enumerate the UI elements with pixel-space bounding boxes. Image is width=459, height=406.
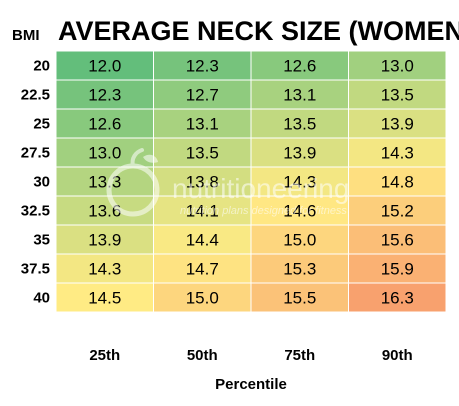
cell-value-label: 14.3 xyxy=(88,260,121,279)
heatmap-cell xyxy=(250,224,349,255)
cell-value-label: 12.7 xyxy=(186,86,219,105)
heatmap-cell xyxy=(55,166,154,197)
row-label: 20 xyxy=(33,58,50,75)
heatmap-cell xyxy=(153,195,252,226)
heatmap-cell xyxy=(348,166,447,197)
row-label: 27.5 xyxy=(21,145,50,162)
row-header: BMI xyxy=(12,27,40,44)
cell-value-label: 14.7 xyxy=(186,260,219,279)
cell-value-label: 12.3 xyxy=(186,57,219,76)
cell-value-label: 13.0 xyxy=(88,144,121,163)
row-label: 40 xyxy=(33,290,50,307)
cell-value-label: 14.3 xyxy=(283,173,316,192)
cell-value-label: 13.1 xyxy=(186,115,219,134)
row-label: 22.5 xyxy=(21,87,50,104)
heatmap-cell xyxy=(250,282,349,313)
cell-value-label: 14.8 xyxy=(381,173,414,192)
column-label: 50th xyxy=(187,347,218,364)
cell-value-label: 15.9 xyxy=(381,260,414,279)
cell-value-label: 13.1 xyxy=(283,86,316,105)
heatmap-cell xyxy=(55,224,154,255)
heatmap-cell xyxy=(55,253,154,284)
row-label: 30 xyxy=(33,174,50,191)
cell-value-label: 16.3 xyxy=(381,289,414,308)
heatmap-cell xyxy=(153,166,252,197)
cell-value-label: 12.3 xyxy=(88,86,121,105)
cell-value-label: 13.8 xyxy=(186,173,219,192)
watermark: nutritioneering nutrition plans designed… xyxy=(106,148,349,217)
cell-value-label: 14.6 xyxy=(283,202,316,221)
heatmap-cell xyxy=(250,195,349,226)
cell-value-label: 13.9 xyxy=(283,144,316,163)
heatmap-cell xyxy=(250,79,349,110)
heatmap-cell xyxy=(55,79,154,110)
row-label: 32.5 xyxy=(21,203,50,220)
cell-value-label: 15.3 xyxy=(283,260,316,279)
x-axis-label: Percentile xyxy=(215,376,287,393)
cell-value-label: 15.0 xyxy=(283,231,316,250)
heatmap-cell xyxy=(250,166,349,197)
heatmap-cell xyxy=(55,50,154,81)
column-label: 25th xyxy=(89,347,120,364)
chart-title: AVERAGE NECK SIZE (WOMEN) xyxy=(58,16,459,46)
column-labels: 25th 50th 75th 90th xyxy=(89,347,412,364)
cell-value-label: 13.5 xyxy=(283,115,316,134)
cell-value-label: 13.9 xyxy=(88,231,121,250)
watermark-name: nutritioneering xyxy=(172,173,349,204)
apple-logo-icon xyxy=(106,148,160,217)
cell-value-label: 14.1 xyxy=(186,202,219,221)
row-label: 25 xyxy=(33,116,50,133)
cell-value-label: 15.5 xyxy=(283,289,316,308)
cell-value-label: 13.5 xyxy=(186,144,219,163)
cell-value-label: 12.0 xyxy=(88,57,121,76)
cell-value-label: 13.5 xyxy=(381,86,414,105)
heatmap-cell xyxy=(348,50,447,81)
heatmap-cell xyxy=(250,50,349,81)
heatmap-cell xyxy=(348,79,447,110)
cell-value-label: 15.2 xyxy=(381,202,414,221)
row-label: 37.5 xyxy=(21,261,50,278)
cell-value-label: 15.6 xyxy=(381,231,414,250)
heatmap-cell xyxy=(348,137,447,168)
cell-value-label: 13.9 xyxy=(381,115,414,134)
column-label: 90th xyxy=(382,347,413,364)
watermark-tagline: nutrition plans designed for fitness xyxy=(180,205,347,217)
heatmap-cell xyxy=(153,224,252,255)
column-label: 75th xyxy=(284,347,315,364)
heatmap-cell xyxy=(153,282,252,313)
cell-value-label: 15.0 xyxy=(186,289,219,308)
cell-value-label: 13.0 xyxy=(381,57,414,76)
cell-value-label: 14.4 xyxy=(186,231,219,250)
row-labels: 20 22.5 25 27.5 30 32.5 35 37.5 40 xyxy=(21,58,50,307)
heatmap-cell xyxy=(348,224,447,255)
row-label: 35 xyxy=(33,232,50,249)
cell-value-label: 14.5 xyxy=(88,289,121,308)
cell-value-label: 12.6 xyxy=(283,57,316,76)
heatmap-cell xyxy=(348,282,447,313)
cell-value-label: 14.3 xyxy=(381,144,414,163)
heatmap-cell xyxy=(153,137,252,168)
cell-value-label: 12.6 xyxy=(88,115,121,134)
